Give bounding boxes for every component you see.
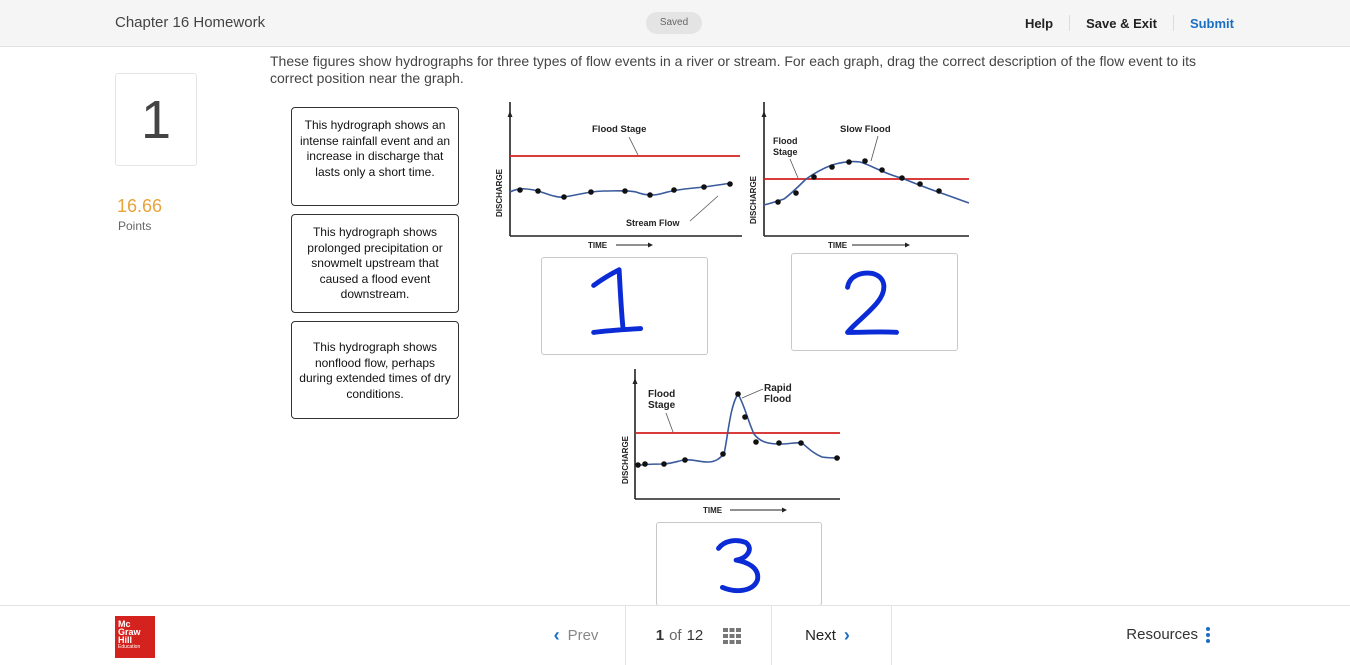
flood-stage-label-line2: Stage: [648, 400, 676, 411]
handwritten-answer-1: [591, 267, 644, 335]
publisher-logo: Mc Graw Hill Education: [115, 616, 155, 658]
right-arrow-icon: [782, 507, 787, 513]
x-axis-label: TIME: [703, 506, 723, 515]
flood-stage-label-line1: Flood: [648, 389, 675, 400]
stream-flow-leader: [689, 195, 719, 222]
grid-icon[interactable]: [723, 627, 742, 644]
drop-zone-graph-1[interactable]: [541, 257, 708, 355]
hydrograph-2: DISCHARGE TIME Flood Stage Slow Flood: [749, 102, 970, 250]
y-axis-label: DISCHARGE: [621, 435, 630, 484]
stream-flow-curve: [509, 182, 733, 198]
data-points: [775, 158, 942, 205]
drop-zone-graph-3[interactable]: [656, 522, 822, 606]
current-page: 1: [655, 627, 665, 644]
data-points: [635, 391, 840, 468]
up-arrow-icon: [632, 378, 638, 384]
help-link[interactable]: Help: [1024, 15, 1054, 31]
x-axis-label: TIME: [828, 241, 848, 250]
x-axis-label: TIME: [588, 241, 608, 250]
prev-button[interactable]: ‹ Prev: [519, 606, 625, 665]
handwritten-answer-3: [716, 538, 761, 594]
slow-flood-curve: [763, 160, 970, 206]
chevron-right-icon: ›: [843, 625, 850, 645]
flood-stage-label-line2: Stage: [773, 147, 798, 157]
divider: [1069, 15, 1071, 31]
flood-stage-leader: [665, 412, 674, 433]
divider: [1172, 15, 1174, 31]
rapid-flood-leader: [741, 388, 764, 399]
more-vertical-icon: [1206, 626, 1210, 643]
hydrograph-3: DISCHARGE TIME Flood Stage Rapid Flood: [621, 369, 841, 515]
description-card-short-intense[interactable]: This hydrograph shows an intense rainfal…: [291, 107, 459, 206]
y-axis-label: DISCHARGE: [495, 168, 504, 217]
of-label: of: [669, 627, 682, 644]
right-arrow-icon: [905, 242, 910, 248]
top-bar: Chapter 16 Homework Saved Help Save & Ex…: [0, 0, 1350, 47]
total-pages: 12: [686, 627, 704, 644]
resources-label: Resources: [1126, 626, 1198, 643]
hydrograph-1: DISCHARGE TIME Flood Stage Stream Flow: [495, 102, 742, 250]
right-arrow-icon: [648, 242, 653, 248]
description-card-prolonged[interactable]: This hydrograph shows prolonged precipit…: [291, 214, 459, 313]
submit-button[interactable]: Submit: [1189, 15, 1234, 31]
bottom-bar: Mc Graw Hill Education ‹ Prev 1 of 12 Ne…: [0, 605, 1350, 665]
flood-stage-leader: [789, 158, 799, 179]
prev-label: Prev: [567, 627, 599, 644]
question-prompt: These figures show hydrographs for three…: [270, 53, 1197, 86]
up-arrow-icon: [507, 111, 513, 117]
drop-zone-graph-2[interactable]: [791, 253, 958, 351]
stream-flow-label: Stream Flow: [626, 218, 681, 228]
up-arrow-icon: [761, 111, 767, 117]
question-pager: ‹ Prev 1 of 12 Next ›: [519, 606, 892, 665]
flood-stage-leader: [628, 136, 639, 156]
resources-button[interactable]: Resources: [1126, 626, 1210, 643]
rapid-flood-label-line2: Flood: [764, 394, 791, 405]
description-card-nonflood[interactable]: This hydrograph shows nonflood flow, per…: [291, 321, 459, 419]
data-points: [517, 181, 733, 200]
header-actions: Help Save & Exit Submit: [1009, 15, 1234, 31]
chevron-left-icon: ‹: [553, 625, 560, 645]
points-value: 16.66: [117, 196, 163, 216]
page-indicator[interactable]: 1 of 12: [625, 606, 771, 665]
assignment-title: Chapter 16 Homework: [115, 14, 266, 31]
y-axis-label: DISCHARGE: [749, 175, 758, 224]
rapid-flood-label-line1: Rapid: [764, 383, 792, 394]
question-number: 1: [115, 73, 197, 166]
next-button[interactable]: Next ›: [771, 606, 892, 665]
slow-flood-leader: [870, 135, 879, 162]
points-label: Points: [118, 219, 152, 233]
slow-flood-label: Slow Flood: [840, 124, 891, 135]
saved-status-badge: Saved: [646, 12, 702, 34]
flood-stage-label: Flood Stage: [592, 124, 646, 135]
flood-stage-label-line1: Flood: [773, 136, 798, 146]
next-label: Next: [805, 627, 836, 644]
handwritten-answer-2: [845, 270, 899, 335]
save-exit-button[interactable]: Save & Exit: [1086, 15, 1157, 31]
